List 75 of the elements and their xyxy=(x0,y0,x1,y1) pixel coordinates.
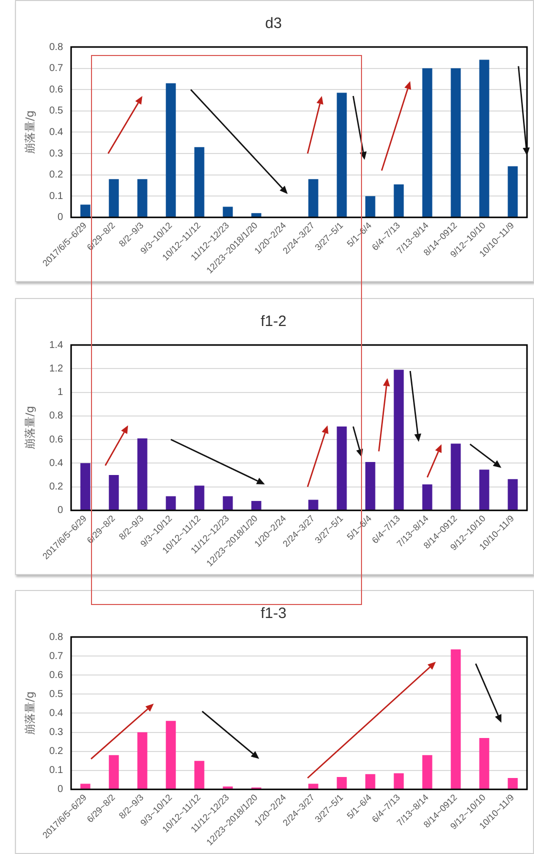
y-tick-label: 0.8 xyxy=(49,632,64,643)
bar xyxy=(508,778,518,789)
chart-title: f1-2 xyxy=(260,313,286,330)
y-axis-title: 崩落量/g xyxy=(23,110,36,154)
y-tick-label: 0.4 xyxy=(49,458,64,469)
bar xyxy=(251,213,262,217)
y-tick-label: 0.6 xyxy=(49,670,64,681)
bar xyxy=(308,784,318,789)
bar xyxy=(108,474,119,510)
bar xyxy=(450,68,461,217)
bar xyxy=(422,484,432,510)
bar xyxy=(251,500,262,510)
bar xyxy=(80,784,90,789)
bar xyxy=(450,444,461,510)
bar xyxy=(194,147,204,217)
y-tick-label: 0.6 xyxy=(49,434,64,446)
bar xyxy=(194,486,204,510)
bar xyxy=(394,184,404,217)
bar xyxy=(137,732,148,789)
bar xyxy=(508,479,518,510)
bar xyxy=(308,500,318,510)
bar xyxy=(422,755,432,789)
y-tick-label: 0.3 xyxy=(49,727,64,738)
y-tick-label: 1.4 xyxy=(49,340,64,351)
y-tick-label: 0.2 xyxy=(49,746,64,758)
y-tick-label: 0 xyxy=(58,784,64,796)
bar xyxy=(365,196,376,217)
y-tick-label: 0.8 xyxy=(49,410,64,422)
y-tick-label: 0.7 xyxy=(49,63,64,74)
y-tick-label: 1 xyxy=(58,387,64,398)
bar xyxy=(108,179,119,217)
bar xyxy=(508,166,518,217)
y-tick-label: 0.5 xyxy=(49,688,64,700)
y-tick-label: 0.8 xyxy=(49,42,64,53)
y-tick-label: 0.1 xyxy=(49,190,64,202)
y-tick-label: 0.2 xyxy=(49,482,64,493)
y-tick-label: 0.7 xyxy=(49,650,64,662)
y-axis-title: 崩落量/g xyxy=(23,406,36,450)
bar xyxy=(336,426,347,510)
bar xyxy=(365,462,376,510)
y-axis-title: 崩落量/g xyxy=(23,691,36,736)
y-tick-label: 0 xyxy=(58,505,64,516)
y-tick-label: 0.2 xyxy=(49,170,64,181)
bar xyxy=(336,92,347,217)
bar xyxy=(422,68,432,217)
bar xyxy=(166,83,176,217)
bar xyxy=(166,720,176,789)
bar xyxy=(450,649,461,789)
bar xyxy=(80,204,90,217)
y-tick-label: 0.5 xyxy=(49,106,64,117)
bar xyxy=(394,773,404,789)
bar xyxy=(108,755,119,789)
bar xyxy=(479,470,490,510)
bar xyxy=(336,777,347,789)
bar xyxy=(394,370,404,510)
bar xyxy=(222,496,233,510)
bar xyxy=(308,179,318,217)
y-tick-label: 0.4 xyxy=(49,126,64,138)
bar xyxy=(166,496,176,510)
y-tick-label: 0.6 xyxy=(49,84,64,96)
bar xyxy=(479,60,490,217)
bar xyxy=(137,438,148,510)
y-tick-label: 0 xyxy=(58,212,64,224)
chart-title: f1-3 xyxy=(260,605,286,622)
y-tick-label: 0.1 xyxy=(49,765,64,776)
bar xyxy=(80,463,90,510)
bar xyxy=(222,206,233,217)
bar xyxy=(137,179,148,217)
bar xyxy=(194,760,204,789)
chart-title: d3 xyxy=(265,15,282,32)
y-tick-label: 1.2 xyxy=(49,363,64,374)
y-tick-label: 0.3 xyxy=(49,148,64,160)
bar xyxy=(479,738,490,789)
y-tick-label: 0.4 xyxy=(49,708,64,719)
bar xyxy=(365,774,376,789)
